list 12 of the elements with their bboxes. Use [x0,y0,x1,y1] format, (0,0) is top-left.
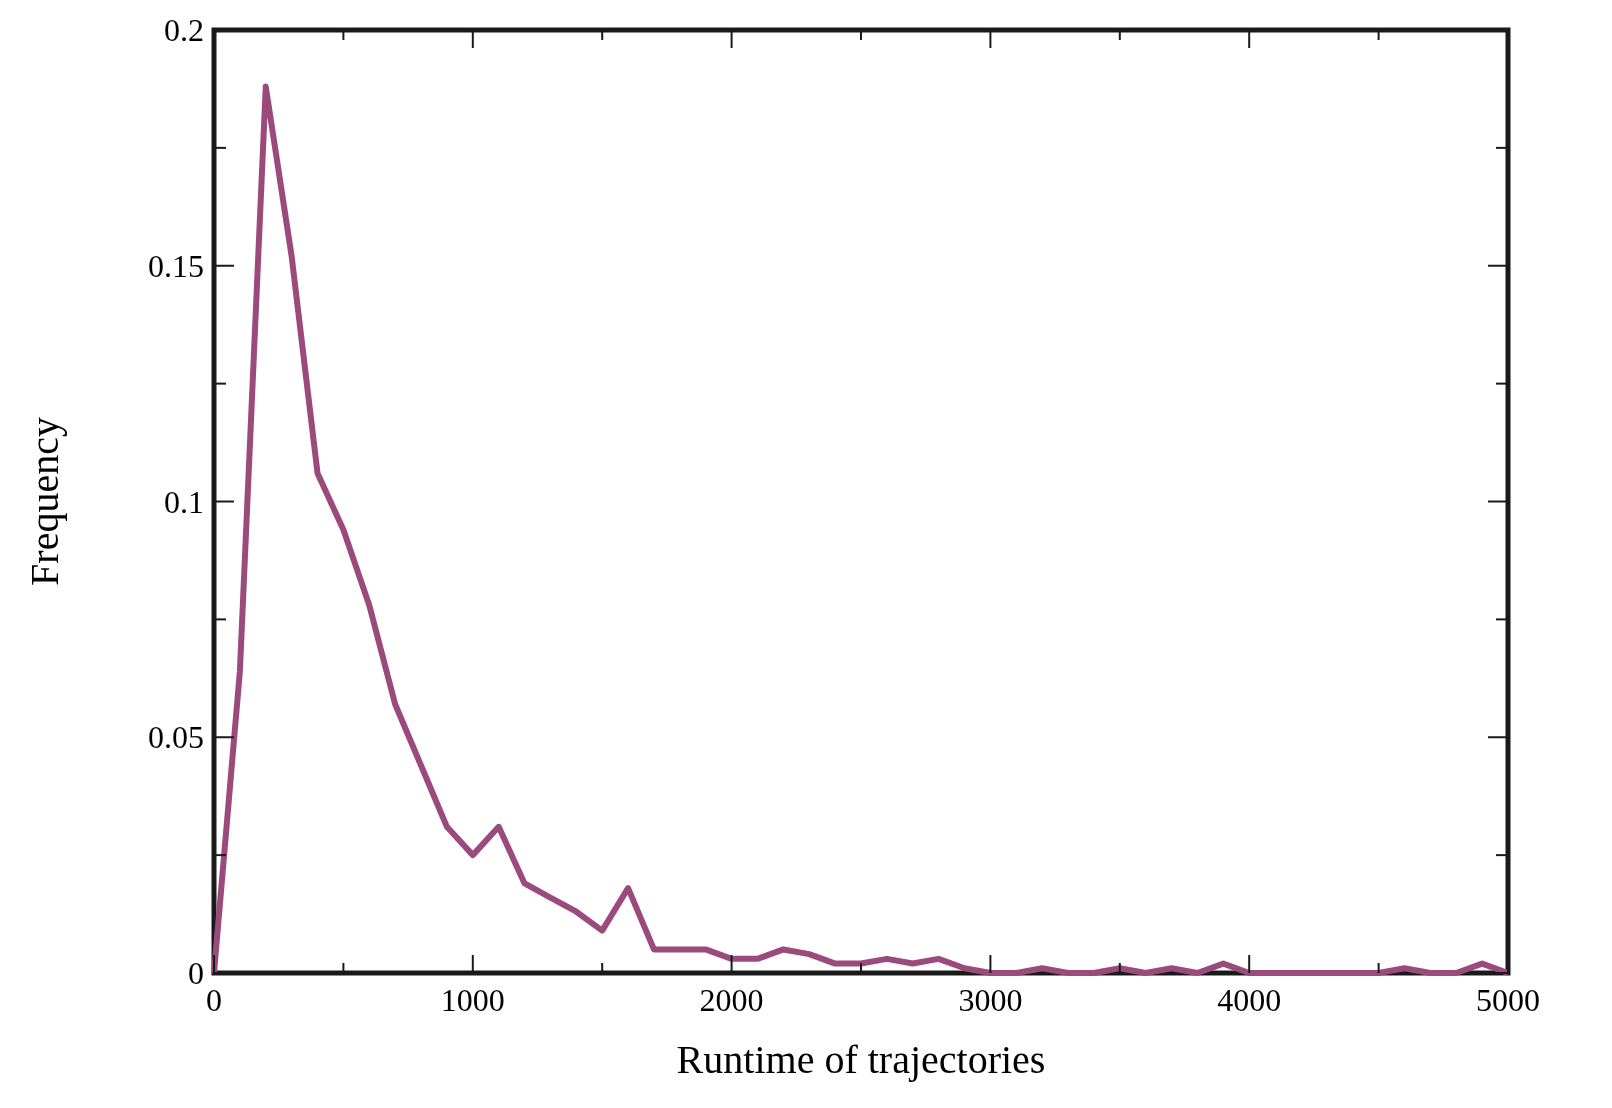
y-tick-label: 0.15 [148,247,204,284]
y-tick-label: 0.05 [148,719,204,756]
x-tick-label: 5000 [1476,982,1540,1018]
x-tick-label: 2000 [699,982,764,1018]
x-tick-label: 4000 [1217,982,1282,1018]
y-tick-label: 0 [188,955,204,992]
x-axis-title: Runtime of trajectories [676,1037,1046,1082]
y-tick-label: 0.1 [164,483,204,520]
y-tick-label: 0.2 [164,12,204,49]
y-axis-title: Frequency [22,417,67,586]
x-tick-label: 3000 [958,982,1023,1018]
x-tick-label: 1000 [440,982,505,1018]
